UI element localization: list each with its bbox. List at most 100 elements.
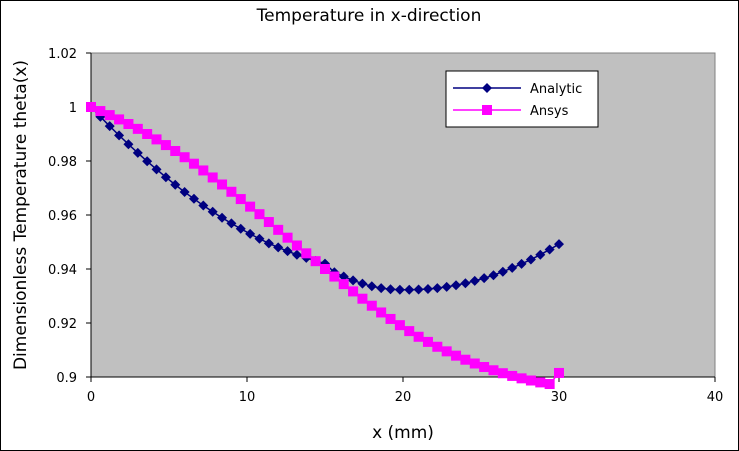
ansys-point [488,365,499,376]
ansys-point [404,326,415,337]
analytic-point [469,275,480,286]
y-tick-label: 0.96 [48,209,77,224]
analytic-point [488,270,499,281]
analytic-point [151,164,162,175]
series-ansys [86,102,564,390]
x-tick-label: 20 [395,390,412,405]
ansys-point [432,341,443,352]
y-tick-label: 1.02 [48,47,77,62]
ansys-point [535,377,546,388]
ansys-point [441,346,452,357]
analytic-point [198,200,209,211]
ansys-point [329,271,340,282]
ansys-point [460,354,471,365]
x-tick-label: 30 [551,390,568,405]
analytic-point [160,172,171,183]
analytic-point [132,147,143,158]
analytic-point [217,212,228,223]
ansys-point [123,119,134,130]
series-layer [86,102,564,390]
analytic-point [338,271,349,282]
ansys-point [273,224,284,235]
legend-label: Ansys [530,104,569,119]
y-tick-label: 1 [69,101,77,116]
ansys-point [291,240,302,251]
analytic-point [291,249,302,260]
x-axis-title: x (mm) [372,423,434,443]
ansys-point [507,370,518,381]
legend-label: Analytic [530,82,582,97]
ansys-point [235,194,246,205]
analytic-point [254,233,265,244]
y-tick-label: 0.94 [48,263,77,278]
analytic-point [282,246,293,257]
ansys-point [366,300,377,311]
analytic-point [544,244,555,255]
legend-box [445,70,599,128]
ansys-point [95,106,106,117]
analytic-point [376,283,387,294]
analytic-point [554,239,564,250]
ansys-point [422,336,433,347]
x-tick-label: 40 [707,390,724,405]
series-analytic [86,102,564,295]
legend: Analytic Ansys [445,70,599,128]
analytic-point [357,278,368,289]
ansys-point [348,286,359,297]
analytic-point [413,284,424,295]
legend-entry-analytic: Analytic [453,82,582,97]
ansys-point [132,123,143,134]
ansys-point [310,256,321,267]
ansys-point [207,172,218,183]
analytic-point [404,284,415,295]
y-tick-label: 0.92 [48,317,77,332]
y-tick-label: 0.98 [48,155,77,170]
analytic-point [451,280,462,291]
ansys-point [104,110,115,121]
analytic-point [235,223,246,234]
ansys-point [469,358,480,369]
ansys-point [394,320,405,331]
analytic-point [432,283,443,294]
ansys-point [497,368,508,379]
analytic-point [188,193,199,204]
y-axis-title: Dimensionless Temperature theta(x) [11,60,31,370]
ansys-point [338,279,349,290]
ansys-point [320,264,330,274]
analytic-point [226,218,237,229]
x-tick-label: 0 [87,390,95,405]
ansys-point [451,350,462,361]
y-tick-label: 0.9 [56,371,77,386]
legend-swatch-marker [482,105,492,115]
ansys-point [170,146,181,157]
analytic-point [441,281,452,292]
ansys-point [160,140,171,151]
ansys-point [263,217,274,228]
legend-swatch-marker [482,83,492,93]
ansys-point [282,232,293,243]
ansys-point [142,129,153,139]
ansys-point [226,186,237,197]
analytic-point [245,228,256,239]
analytic-point [366,281,377,292]
ansys-point [554,367,564,378]
ansys-point [188,158,199,169]
ansys-point [198,165,209,176]
analytic-point [207,206,218,217]
analytic-point [142,156,153,167]
chart-title: Temperature in x-direction [256,6,482,26]
analytic-point [263,238,274,249]
ansys-point [479,362,490,373]
ansys-point [376,307,387,318]
analytic-point [114,130,125,141]
ansys-point [385,313,396,324]
ansys-point [254,209,265,220]
analytic-point [535,249,546,260]
analytic-point [385,284,396,295]
legend-entry-ansys: Ansys [453,104,569,119]
analytic-point [123,139,134,150]
ansys-point [245,201,256,212]
analytic-point [273,242,284,253]
analytic-point [104,121,115,132]
